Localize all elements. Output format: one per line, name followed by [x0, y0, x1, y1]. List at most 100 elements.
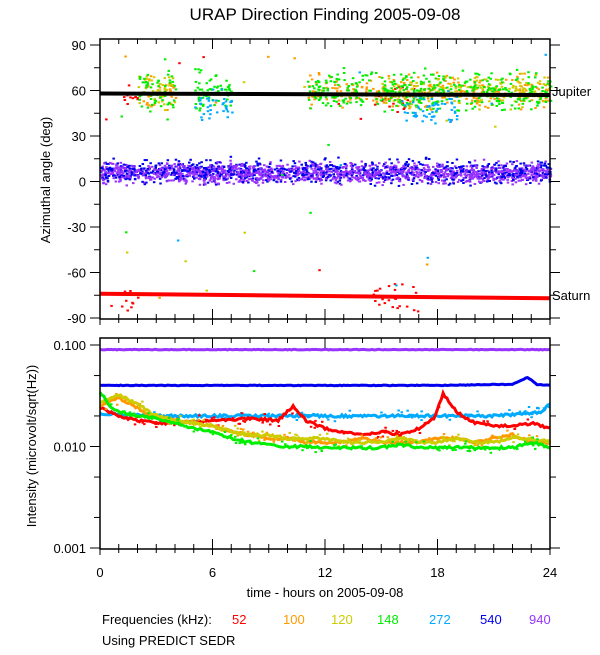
point-148khz	[370, 73, 373, 76]
point-540khz	[396, 158, 399, 161]
point-272khz	[450, 108, 454, 111]
point-540khz	[307, 176, 311, 179]
point-120khz	[381, 82, 384, 85]
point-148khz	[139, 76, 142, 79]
point-940khz	[269, 161, 272, 164]
point-148khz	[167, 101, 171, 104]
point-940khz	[196, 169, 199, 172]
legend-entry-52: 52	[232, 612, 246, 627]
point-148khz	[474, 72, 477, 75]
intensity-point-52khz	[376, 435, 380, 438]
point-940khz	[185, 179, 188, 182]
point-148khz	[358, 81, 361, 84]
point-940khz	[260, 173, 263, 176]
point-940khz	[126, 174, 129, 177]
point-540khz	[126, 177, 129, 180]
point-148khz	[338, 104, 342, 107]
point-540khz	[258, 162, 262, 165]
point-120khz	[157, 101, 160, 104]
point-940khz	[114, 180, 118, 183]
point-100khz	[435, 71, 439, 74]
point-120khz	[409, 81, 412, 84]
point-940khz	[487, 175, 490, 178]
x-tick-label: 18	[430, 565, 444, 580]
point-100khz	[495, 90, 499, 93]
point-540khz	[304, 164, 308, 166]
point-940khz	[158, 164, 162, 167]
point-100khz	[518, 72, 522, 75]
point-540khz	[371, 172, 374, 175]
point-148khz	[521, 102, 525, 105]
point-52khz	[384, 97, 387, 100]
point-540khz	[490, 171, 494, 174]
point-100khz	[478, 81, 481, 84]
point-540khz	[390, 182, 393, 185]
point-940khz	[462, 177, 466, 179]
point-940khz	[259, 167, 262, 170]
point-940khz	[179, 173, 183, 176]
point-940khz	[118, 173, 121, 176]
point-940khz	[450, 174, 454, 177]
point-272khz	[431, 104, 434, 107]
jupiter-label: Jupiter	[552, 84, 592, 99]
point-272khz	[450, 98, 453, 101]
point-540khz	[214, 170, 218, 173]
point-148khz	[531, 86, 535, 89]
point-940khz	[201, 172, 205, 175]
intensity-point-52khz	[395, 429, 398, 432]
point-148khz	[422, 96, 425, 99]
point-120khz	[444, 75, 447, 78]
point-540khz	[188, 161, 191, 164]
point-940khz	[374, 173, 377, 176]
point-540khz	[181, 175, 185, 177]
point-100khz	[341, 106, 344, 109]
point-272khz	[215, 99, 218, 102]
point-940khz	[382, 181, 386, 183]
intensity-point-148khz	[536, 438, 539, 441]
point-148khz	[331, 96, 334, 99]
point-148khz	[201, 96, 205, 99]
point-148khz	[336, 73, 339, 76]
point-940khz	[306, 167, 309, 170]
point-272khz	[358, 71, 361, 74]
point-272khz	[423, 98, 426, 101]
point-100khz	[475, 102, 479, 105]
point-940khz	[410, 170, 414, 173]
point-540khz	[143, 167, 146, 170]
point-148khz	[405, 86, 409, 89]
point-120khz	[478, 108, 481, 111]
point-100khz	[447, 82, 450, 85]
point-272khz	[415, 114, 419, 117]
point-272khz	[225, 105, 228, 108]
point-940khz	[468, 176, 471, 179]
point-940khz	[195, 172, 199, 175]
point-940khz	[386, 176, 390, 179]
intensity-point-272khz	[524, 410, 527, 413]
intensity-point-148khz	[360, 445, 363, 448]
point-940khz	[469, 169, 472, 172]
point-540khz	[204, 171, 207, 174]
point-940khz	[435, 172, 439, 175]
point-120khz	[397, 84, 400, 87]
point-272khz	[403, 111, 407, 114]
point-540khz	[390, 174, 393, 177]
point-540khz	[204, 176, 207, 179]
point-540khz	[458, 166, 461, 168]
point-940khz	[169, 168, 172, 171]
intensity-point-100khz	[528, 434, 531, 437]
point-148khz	[149, 110, 152, 113]
point-52khz	[136, 98, 139, 101]
intensity-point-100khz	[374, 437, 378, 440]
legend-entry-272: 272	[429, 612, 451, 627]
point-120khz	[481, 88, 484, 91]
point-120khz	[525, 82, 528, 85]
point-940khz	[459, 172, 463, 175]
point-148khz	[226, 98, 229, 101]
point-272khz	[199, 102, 202, 105]
point-940khz	[100, 169, 103, 172]
intensity-point-272khz	[267, 412, 271, 415]
intensity-point-148khz	[234, 442, 238, 444]
point-540khz	[268, 165, 271, 168]
point-120khz	[521, 78, 525, 81]
